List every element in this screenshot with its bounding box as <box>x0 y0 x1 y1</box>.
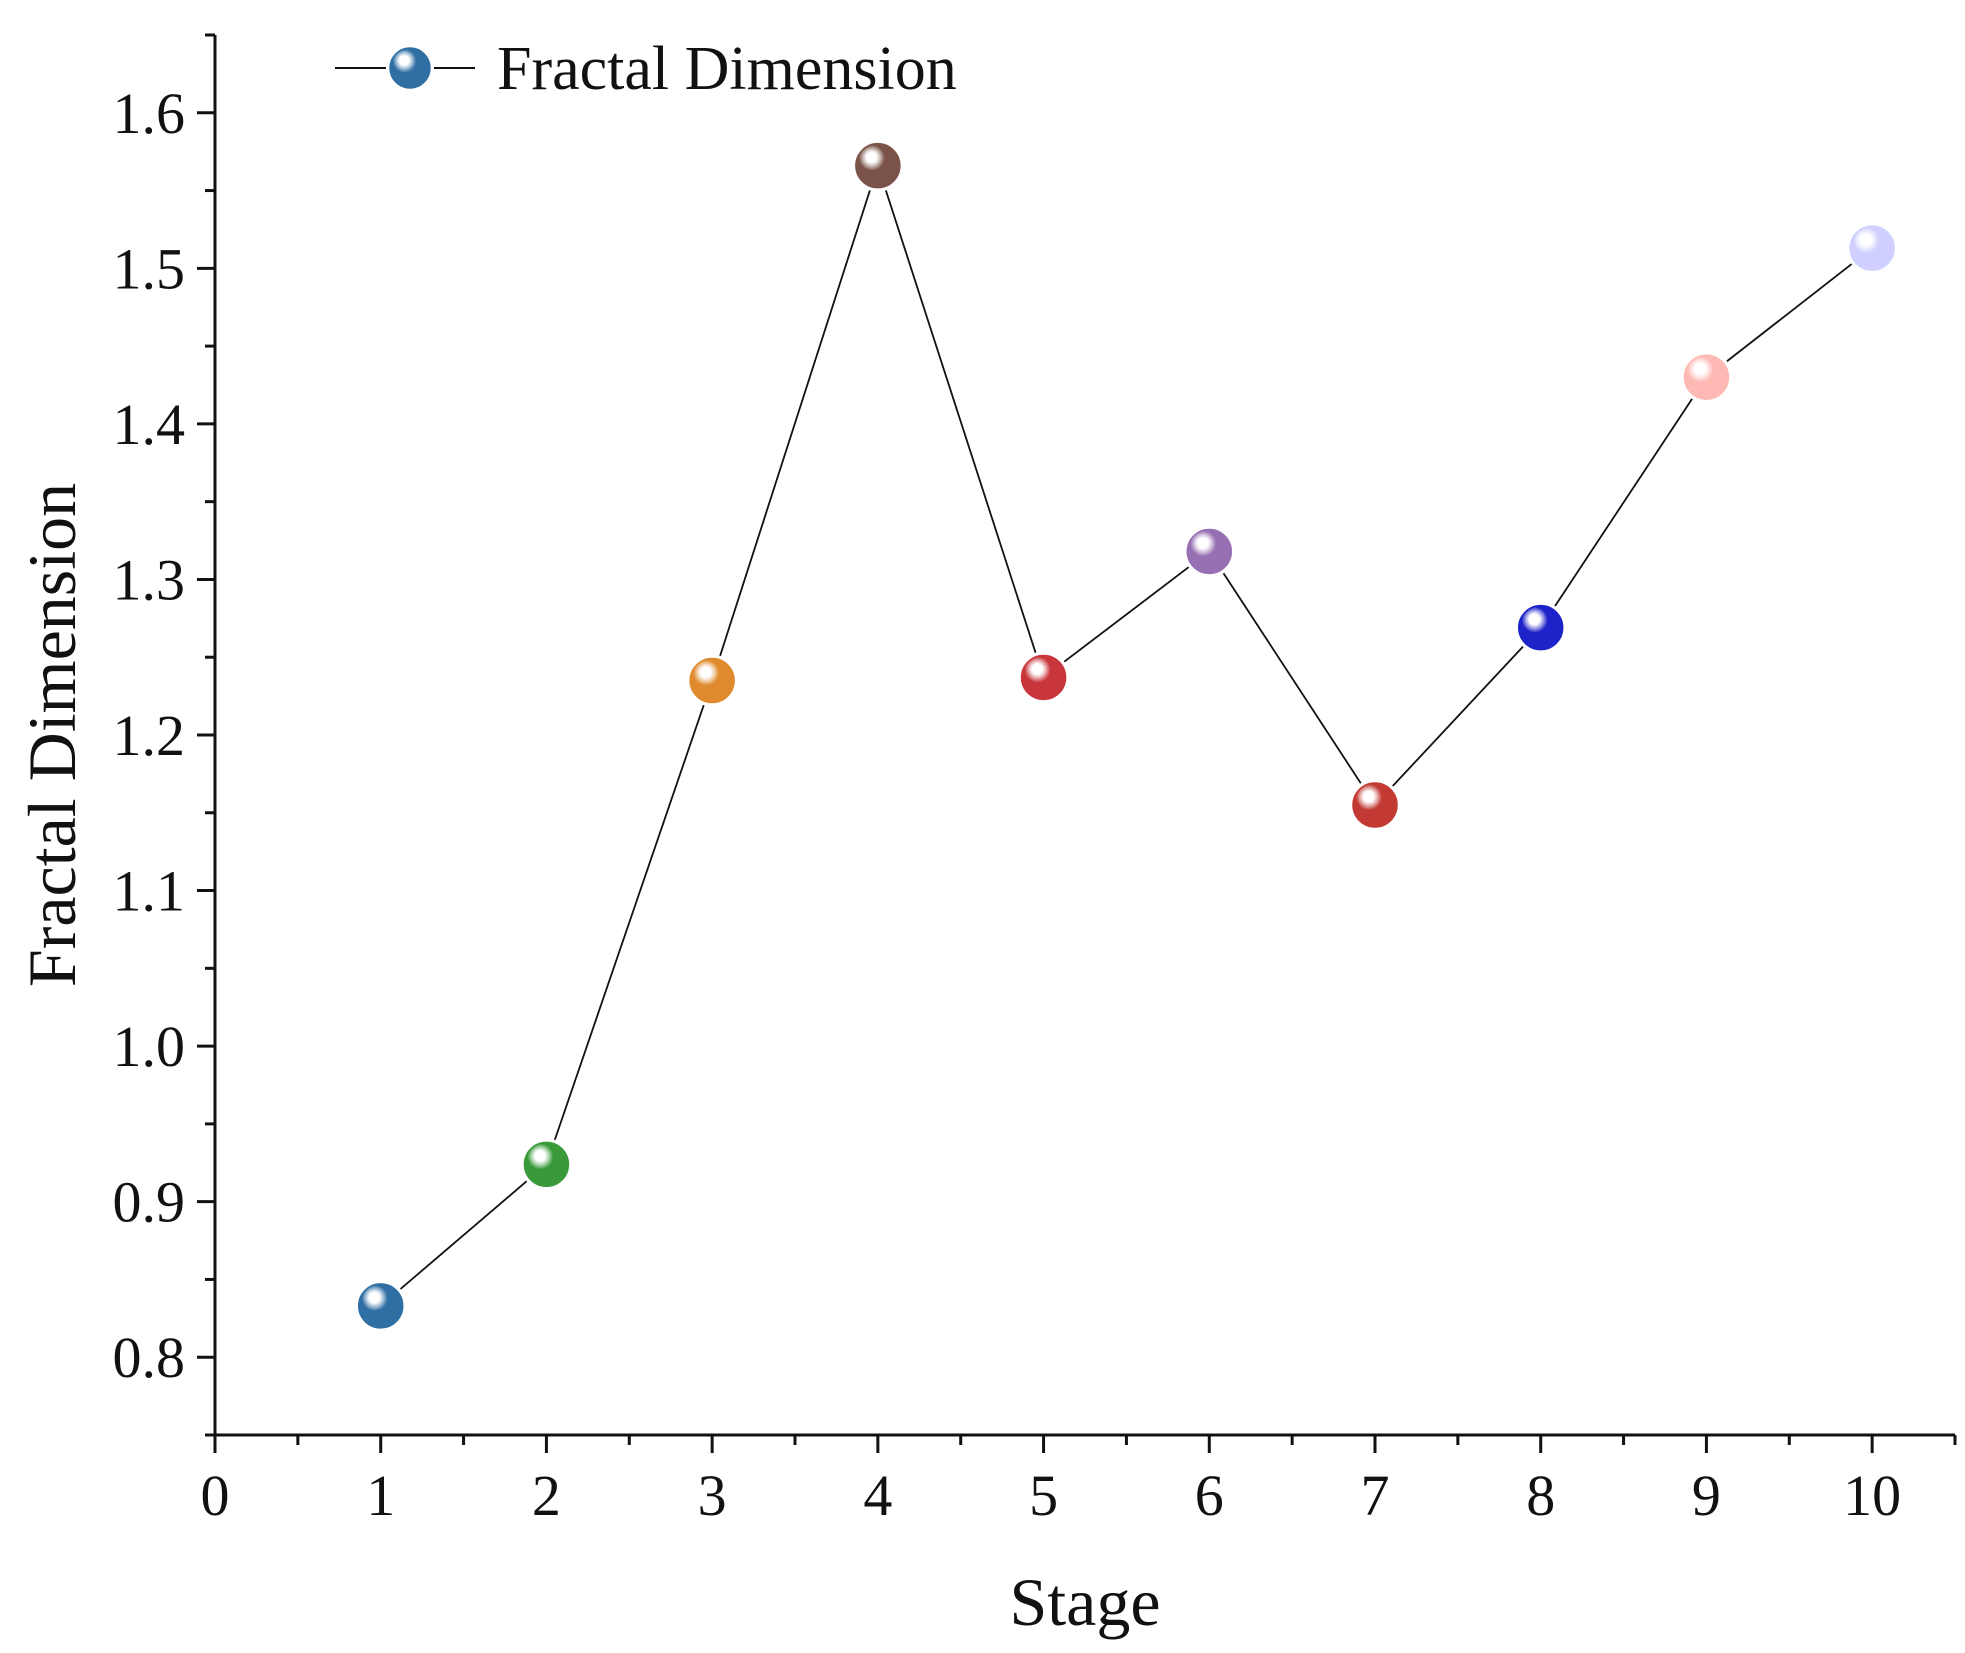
axes: 0 1 2 3 4 5 6 7 8 9 10 0.8 0.9 1.0 1.1 1.2 1.3 1.4 1.5 1.6 S… <box>14 33 1957 1640</box>
x-tick-label: 0 <box>201 1463 230 1528</box>
data-point-stage-7 <box>1352 782 1398 828</box>
series-line-segment <box>1063 566 1190 663</box>
series-line-segment <box>1554 398 1693 607</box>
series-line-segment <box>885 190 1037 653</box>
series-line-segment <box>1222 572 1362 784</box>
y-tick-label: 1.6 <box>113 81 186 146</box>
y-tick-label: 1.1 <box>113 859 186 924</box>
series-line-layer <box>399 190 1853 1290</box>
y-tick-label: 1.4 <box>113 392 186 457</box>
x-tick-label: 6 <box>1195 1463 1224 1528</box>
x-tick-label: 9 <box>1692 1463 1721 1528</box>
data-point-stage-8 <box>1517 604 1564 651</box>
data-point-stage-9 <box>1683 354 1730 400</box>
x-tick-label: 4 <box>863 1463 892 1528</box>
x-tick-label: 1 <box>366 1463 395 1528</box>
y-tick-label: 1.5 <box>113 236 186 301</box>
series-line-segment <box>399 1180 528 1290</box>
data-point-stage-1 <box>357 1283 404 1329</box>
data-point-stage-4 <box>855 142 901 189</box>
y-tick-label: 1.0 <box>113 1014 186 1079</box>
series-line-segment <box>1392 646 1524 787</box>
x-tick-label: 8 <box>1526 1463 1555 1528</box>
legend: Fractal Dimension <box>335 35 957 103</box>
data-point-stage-3 <box>689 657 735 704</box>
x-tick-label: 3 <box>698 1463 727 1528</box>
x-tick-label: 5 <box>1029 1463 1058 1528</box>
x-tick-label: 10 <box>1843 1463 1901 1528</box>
data-point-stage-10 <box>1849 225 1895 271</box>
series-line-segment <box>1726 263 1853 362</box>
y-tick-label: 0.9 <box>113 1170 186 1235</box>
y-tick-label: 0.8 <box>113 1325 186 1390</box>
series-line-segment <box>554 704 705 1141</box>
data-points-layer <box>357 142 1895 1329</box>
legend-label: Fractal Dimension <box>497 35 957 103</box>
data-point-stage-5 <box>1020 654 1067 701</box>
data-point-stage-6 <box>1186 528 1233 575</box>
legend-marker <box>389 47 431 89</box>
data-point-stage-2 <box>523 1141 570 1188</box>
x-tick-label: 7 <box>1361 1463 1390 1528</box>
y-axis-title: Fractal Dimension <box>14 483 90 987</box>
y-tick-label: 1.2 <box>113 703 186 768</box>
y-tick-label: 1.3 <box>113 547 186 612</box>
x-axis-title: Stage <box>1009 1564 1160 1640</box>
x-tick-label: 2 <box>532 1463 561 1528</box>
series-line-segment <box>719 190 871 657</box>
